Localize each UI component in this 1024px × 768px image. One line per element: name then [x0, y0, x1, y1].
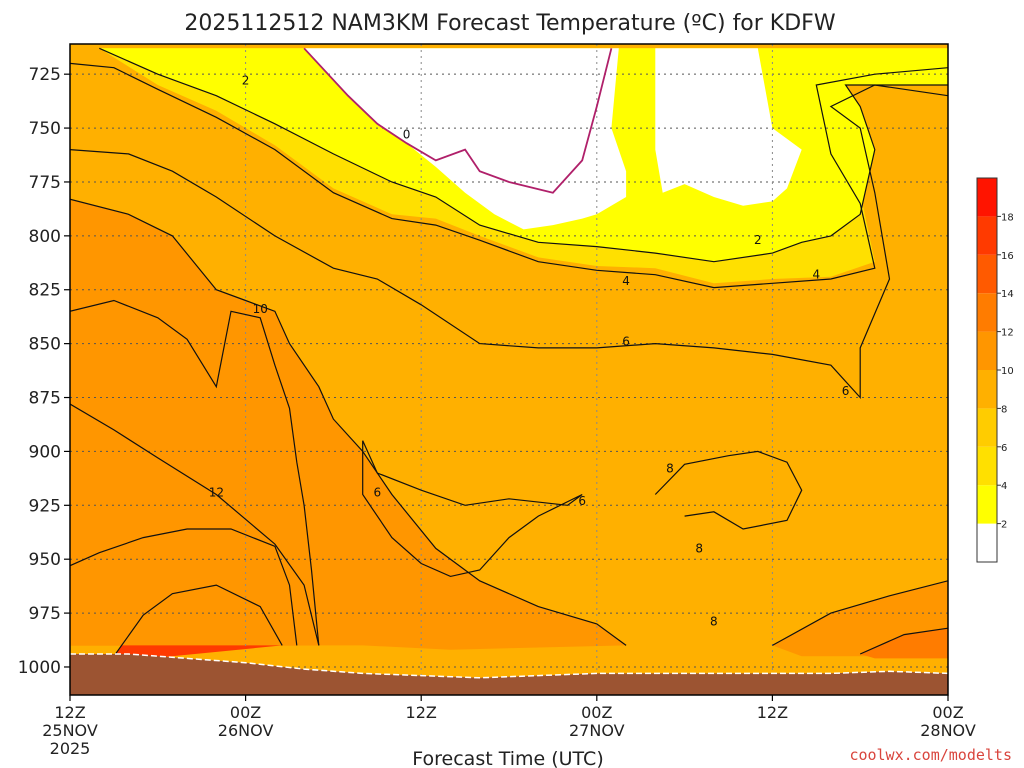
colorbar-swatch-4 [977, 370, 997, 409]
colorbar-label-12: 12 [1001, 328, 1014, 339]
colorbar-swatch-9 [977, 178, 997, 217]
contour-6-3 [362, 440, 583, 578]
colorbar-label-4: 4 [1001, 481, 1007, 492]
x-tick-label-2-0: 12Z [406, 703, 437, 722]
contour-10-7 [70, 299, 320, 646]
contour-label-8: 12 [209, 485, 224, 499]
colorbar-swatch-6 [977, 293, 997, 332]
y-axis: 725 750 775 800 825 850 875 900 925 950 975 1000 [18, 65, 70, 678]
colorbar-label-18: 18 [1001, 212, 1014, 223]
y-tick-label-900: 900 [29, 442, 61, 462]
colorbar-label-2: 2 [1001, 520, 1007, 531]
contour-label-1: 0 [403, 128, 411, 142]
colorbar-label-14: 14 [1001, 289, 1014, 300]
y-tick-label-1000: 1000 [18, 658, 61, 678]
contour-label-7: 10 [253, 302, 268, 316]
contour-2-0 [99, 47, 948, 263]
x-tick-label-5-1: 28NOV [920, 721, 976, 740]
y-tick-label-950: 950 [29, 550, 61, 570]
contour-label-12: 8 [695, 541, 703, 555]
colorbar-swatch-3 [977, 408, 997, 447]
fill-band-10-3 [70, 199, 627, 650]
contour-8-5 [654, 450, 803, 530]
colorbar-label-6: 6 [1001, 443, 1007, 454]
x-tick-label-3-1: 27NOV [569, 721, 625, 740]
terrain [70, 654, 948, 695]
x-axis-label: Forecast Time (UTC) [412, 748, 603, 768]
contour-label-10: 6 [578, 494, 586, 508]
contour-label-11: 8 [666, 462, 674, 476]
contour-label-2: 2 [754, 233, 762, 247]
contour-12-11 [859, 627, 948, 655]
freezing-line [303, 47, 613, 194]
contour-14-9 [70, 528, 298, 646]
colorbar-label-16: 16 [1001, 251, 1014, 262]
colorbar-swatch-2 [977, 446, 997, 486]
fill-band-0-9 [304, 48, 627, 230]
contour-16-10 [113, 584, 283, 657]
y-tick-label-800: 800 [29, 227, 61, 247]
x-tick-label-5-0: 00Z [932, 703, 963, 722]
terrain-edge [70, 653, 948, 679]
x-tick-label-0-2: 2025 [50, 739, 91, 758]
y-tick-label-875: 875 [29, 389, 61, 409]
colorbar-swatch-1 [977, 485, 997, 524]
x-tick-label-4-0: 12Z [757, 703, 788, 722]
contour-4-1 [70, 62, 948, 289]
y-tick-label-775: 775 [29, 173, 61, 193]
y-tick-label-975: 975 [29, 604, 61, 624]
colorbar: 2 4 6 8 10 12 14 16 18 [976, 177, 1014, 563]
y-tick-label-725: 725 [29, 65, 61, 85]
credit-text: coolwx.com/modelts [849, 746, 1012, 764]
x-tick-label-0-1: 25NOV [42, 721, 98, 740]
contour-label-5: 6 [622, 334, 630, 348]
colorbar-swatch-7 [977, 254, 997, 294]
y-tick-label-850: 850 [29, 335, 61, 355]
contour-8-4 [70, 198, 627, 646]
colorbar-swatch-8 [977, 216, 997, 255]
contour-label-13: 8 [710, 615, 718, 629]
x-tick-label-1-0: 00Z [230, 703, 261, 722]
x-tick-label-3-0: 00Z [581, 703, 612, 722]
grid [70, 44, 948, 695]
plot-frame [69, 43, 949, 696]
contour-label-3: 4 [622, 274, 630, 288]
x-tick-label-0-0: 12Z [54, 703, 85, 722]
fill-band-12-5 [860, 628, 948, 659]
contour-label-4: 4 [812, 268, 820, 282]
contour-8-6 [772, 580, 948, 646]
contour-6-2 [70, 84, 948, 400]
colorbar-label-8: 8 [1001, 404, 1007, 415]
fill-band-0-10 [655, 48, 802, 206]
contour-label-6: 6 [842, 384, 850, 398]
y-tick-label-825: 825 [29, 281, 61, 301]
y-tick-label-925: 925 [29, 496, 61, 516]
colorbar-label-10: 10 [1001, 366, 1014, 377]
contour-12-8 [70, 403, 320, 646]
colorbar-swatch-5 [977, 331, 997, 370]
plot-inner: 2 0 2 4 4 6 6 10 12 6 6 8 8 8 [70, 44, 948, 695]
chart-title: 2025112512 NAM3KM Forecast Temperature (… [184, 11, 835, 36]
plot-area: 2 0 2 4 4 6 6 10 12 6 6 8 8 8 [69, 43, 949, 696]
colorbar-swatch-0 [977, 523, 997, 562]
y-tick-label-750: 750 [29, 119, 61, 139]
contour-label-9: 6 [373, 485, 381, 499]
fill-band-8-6 [655, 451, 802, 529]
x-tick-label-1-1: 26NOV [218, 721, 274, 740]
contour-label-0: 2 [242, 74, 250, 88]
